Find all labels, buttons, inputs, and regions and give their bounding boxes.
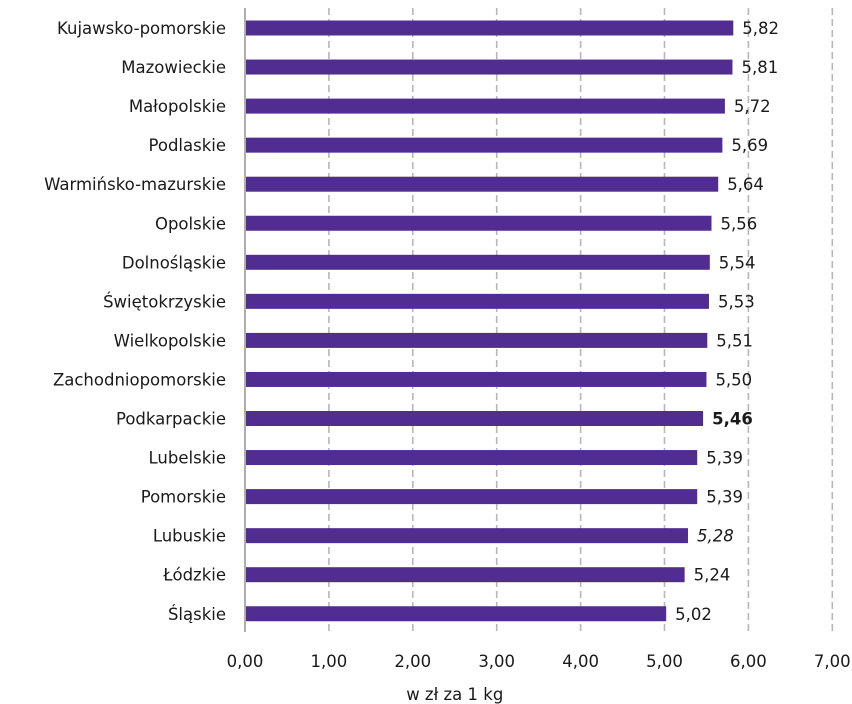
value-label: 5,51: [716, 331, 753, 350]
category-label: Śląskie: [168, 605, 226, 624]
category-label: Wielkopolskie: [114, 331, 226, 350]
category-label: Łódzkie: [162, 566, 226, 585]
bar: [246, 411, 704, 426]
bar: [246, 176, 719, 192]
x-tick-label: 2,00: [394, 652, 431, 671]
bar: [246, 528, 688, 544]
category-labels: Kujawsko-pomorskie Mazowieckie Małopolskie…: [44, 19, 226, 624]
category-label: Lubelskie: [149, 449, 226, 468]
category-label: Dolnośląskie: [122, 253, 226, 272]
value-label: 5,24: [694, 566, 731, 585]
value-label: 5,39: [706, 488, 743, 507]
x-tick-label: 4,00: [562, 652, 599, 671]
bar: [246, 450, 698, 466]
category-label: Świętokrzyskie: [103, 292, 226, 311]
value-label: 5,64: [727, 175, 764, 194]
value-label: 5,72: [734, 97, 771, 116]
bar: [246, 59, 733, 75]
value-label: 5,82: [742, 19, 779, 38]
value-label: 5,50: [715, 370, 752, 389]
x-tick-label: 5,00: [646, 652, 683, 671]
bar: [246, 215, 712, 231]
value-label: 5,81: [741, 58, 778, 77]
category-label: Pomorskie: [141, 488, 226, 507]
category-label: Podlaskie: [148, 136, 226, 155]
bar: [246, 254, 710, 270]
bar: [246, 567, 685, 583]
bar: [246, 489, 698, 505]
value-label: 5,46: [712, 410, 753, 429]
bar: [246, 137, 723, 153]
category-label: Opolskie: [155, 214, 226, 233]
value-labels: 5,82 5,81 5,72 5,69 5,64 5,56 5,54 5,53 5,51 5,50…: [675, 19, 779, 624]
bar: [246, 371, 707, 387]
x-axis-title: w zł za 1 kg: [406, 685, 503, 704]
value-label: 5,69: [731, 136, 768, 155]
category-label: Mazowieckie: [121, 58, 226, 77]
x-tick-label: 6,00: [730, 652, 767, 671]
category-label: Kujawsko-pomorskie: [57, 19, 226, 38]
category-label: Małopolskie: [129, 97, 226, 116]
bar: [246, 20, 734, 36]
value-label: 5,28: [697, 527, 734, 546]
category-label: Warmińsko-mazurskie: [44, 175, 226, 194]
category-label: Lubuskie: [153, 527, 226, 546]
value-label: 5,56: [720, 214, 757, 233]
value-label: 5,54: [719, 253, 756, 272]
x-tick-label: 7,00: [814, 652, 851, 671]
bar: [246, 606, 667, 622]
value-label: 5,39: [706, 449, 743, 468]
category-label: Zachodniopomorskie: [53, 370, 226, 389]
x-tick-labels: 0,00 1,00 2,00 3,00 4,00 5,00 6,00 7,00: [227, 652, 851, 671]
value-label: 5,53: [718, 292, 755, 311]
x-tick-label: 1,00: [311, 652, 348, 671]
x-tick-label: 0,00: [227, 652, 264, 671]
x-tick-label: 3,00: [478, 652, 515, 671]
bar: [246, 98, 725, 114]
bars: [246, 20, 734, 622]
category-label: Podkarpackie: [116, 410, 226, 429]
value-label: 5,02: [675, 605, 712, 624]
bar: [246, 293, 709, 309]
bar: [246, 332, 708, 348]
